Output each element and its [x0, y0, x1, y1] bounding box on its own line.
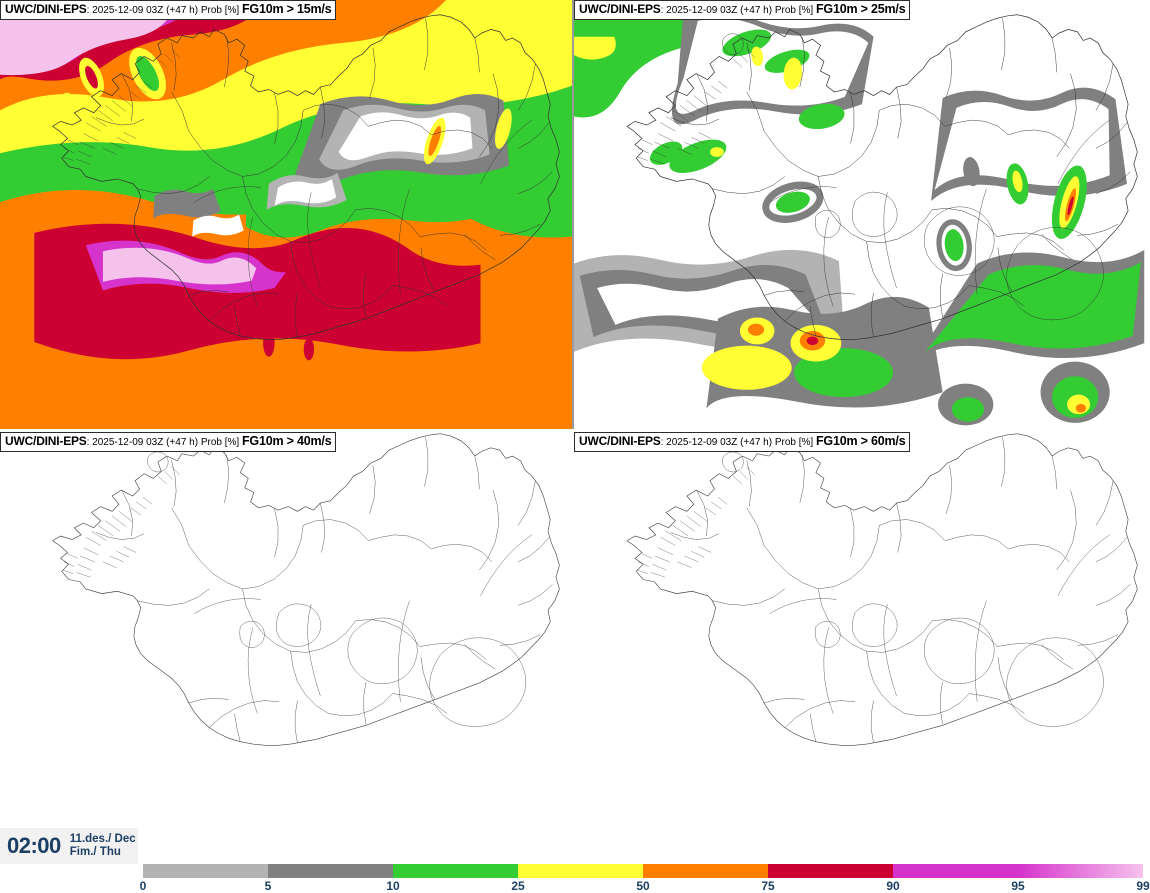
- colorbar-segment-5: [143, 864, 268, 878]
- colorbar-segment-75: [643, 864, 768, 878]
- colorbar-tick-5: 5: [264, 879, 272, 893]
- colorbar-segment-10: [268, 864, 393, 878]
- map-15ms: [0, 0, 572, 429]
- panel-threshold-label: FG10m > 40m/s: [241, 434, 332, 448]
- legend-bar: 02:00 11.des./ Dec Fim./ Thu 0 5 10 25 50 75 9…: [0, 828, 1150, 893]
- panel-divider-vertical-lower: [572, 432, 574, 828]
- probability-colorbar[interactable]: [143, 864, 1143, 878]
- panel-threshold-label: FG10m > 15m/s: [241, 2, 332, 16]
- colorbar-segment-50: [518, 864, 643, 878]
- panel-run-label: : 2025-12-09 03Z (+47 h) Prob [%]: [86, 437, 242, 448]
- panel-run-label: : 2025-12-09 03Z (+47 h) Prob [%]: [86, 5, 242, 16]
- panel-title-40ms: UWC/DINI-EPS: 2025-12-09 03Z (+47 h) Pro…: [0, 432, 337, 452]
- colorbar-segment-25: [393, 864, 518, 878]
- colorbar-tick-25: 25: [511, 879, 525, 893]
- colorbar-tick-95: 95: [1011, 879, 1025, 893]
- map-40ms: [0, 432, 572, 828]
- probability-colorbar-ticks: 0 5 10 25 50 75 90 95 99: [0, 879, 1150, 893]
- colorbar-tick-99: 99: [1136, 879, 1150, 893]
- panel-divider-vertical: [572, 0, 574, 429]
- panel-15ms[interactable]: UWC/DINI-EPS: 2025-12-09 03Z (+47 h) Pro…: [0, 0, 572, 429]
- valid-date-line1: 11.des./ Dec: [69, 833, 136, 845]
- colorbar-tick-90: 90: [886, 879, 900, 893]
- panel-run-label: : 2025-12-09 03Z (+47 h) Prob [%]: [660, 437, 816, 448]
- valid-time: 02:00: [7, 833, 61, 858]
- panel-title-25ms: UWC/DINI-EPS: 2025-12-09 03Z (+47 h) Pro…: [574, 0, 911, 20]
- colorbar-segment-95: [893, 864, 1018, 878]
- panel-threshold-label: FG10m > 25m/s: [815, 2, 906, 16]
- valid-date: 11.des./ Dec Fim./ Thu: [61, 833, 136, 859]
- valid-time-box: 02:00 11.des./ Dec Fim./ Thu: [0, 828, 138, 864]
- panel-25ms[interactable]: UWC/DINI-EPS: 2025-12-09 03Z (+47 h) Pro…: [574, 0, 1150, 429]
- panel-title-60ms: UWC/DINI-EPS: 2025-12-09 03Z (+47 h) Pro…: [574, 432, 911, 452]
- panel-title-15ms: UWC/DINI-EPS: 2025-12-09 03Z (+47 h) Pro…: [0, 0, 337, 20]
- colorbar-tick-10: 10: [386, 879, 400, 893]
- panel-run-label: : 2025-12-09 03Z (+47 h) Prob [%]: [660, 5, 816, 16]
- colorbar-tick-75: 75: [761, 879, 775, 893]
- map-60ms: [574, 432, 1150, 828]
- valid-date-line2: Fim./ Thu: [69, 846, 121, 858]
- panel-40ms[interactable]: UWC/DINI-EPS: 2025-12-09 03Z (+47 h) Pro…: [0, 432, 572, 828]
- panel-model-label: UWC/DINI-EPS: [5, 2, 87, 16]
- panel-model-label: UWC/DINI-EPS: [579, 2, 661, 16]
- map-25ms: [574, 0, 1150, 429]
- panel-model-label: UWC/DINI-EPS: [579, 434, 661, 448]
- panel-60ms[interactable]: UWC/DINI-EPS: 2025-12-09 03Z (+47 h) Pro…: [574, 432, 1150, 828]
- panel-threshold-label: FG10m > 60m/s: [815, 434, 906, 448]
- colorbar-tick-50: 50: [636, 879, 650, 893]
- colorbar-tick-0: 0: [139, 879, 147, 893]
- colorbar-segment-99: [1018, 864, 1143, 878]
- panel-model-label: UWC/DINI-EPS: [5, 434, 87, 448]
- colorbar-segment-90: [768, 864, 893, 878]
